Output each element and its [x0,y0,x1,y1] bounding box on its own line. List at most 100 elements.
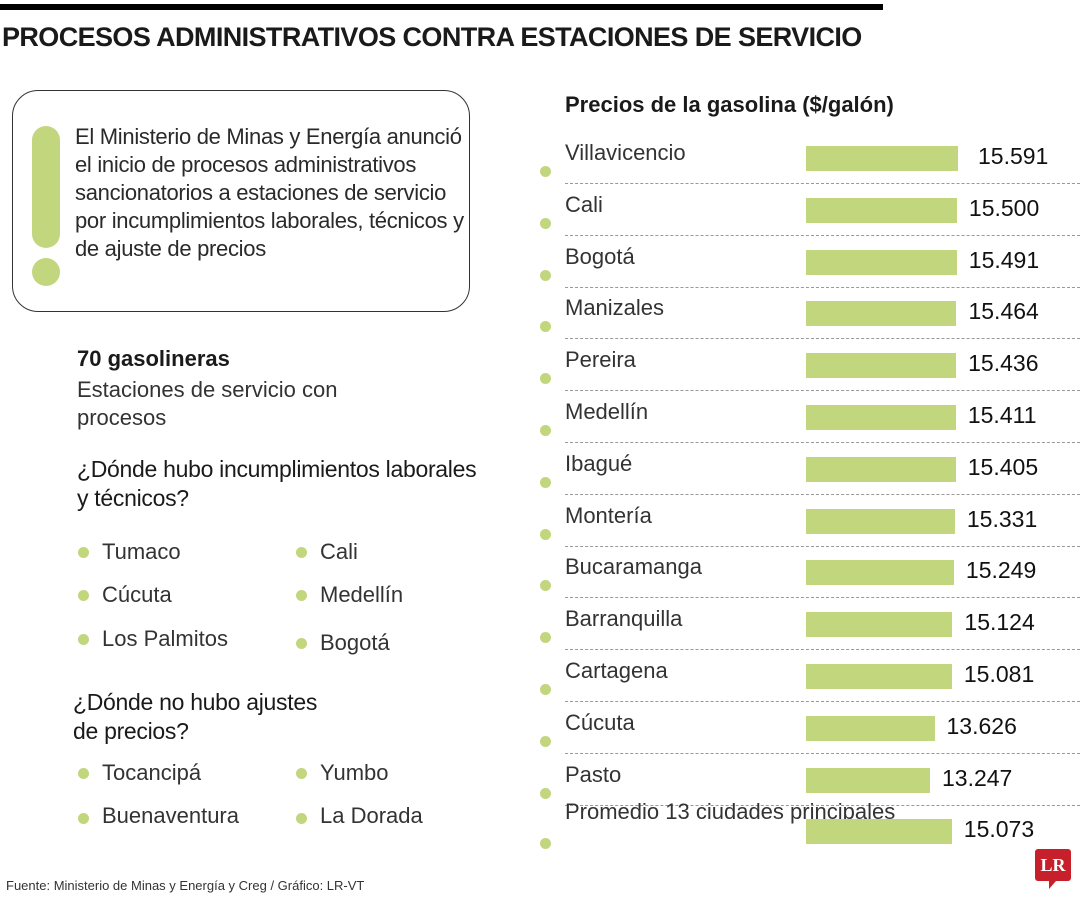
list-item: Buenaventura [102,803,239,828]
bullet-icon [540,838,551,850]
bar-category-label: Medellín [565,399,649,424]
bullet-icon [296,638,307,649]
top-rule [0,4,883,10]
bar-value-label: 15.411 [967,402,1037,428]
bar [806,353,957,379]
chart-row: Cali 15.500 [535,184,1080,236]
bar-category-label: Montería [565,502,652,528]
callout-text: El Ministerio de Minas y Energía anunció… [75,124,464,261]
row-divider [565,545,1080,547]
bar-value-label: 15.464 [968,298,1039,325]
chart-row: Ibagué 15.405 [535,443,1080,495]
bar-value-label: 15.491 [968,246,1040,273]
chart-row: Medellín 15.411 [535,391,1080,443]
row-divider [565,286,1080,288]
chart-row: Montería 15.331 [535,495,1080,547]
bar-value-label: 15.405 [967,453,1039,480]
list-item: Los Palmitos [102,626,228,651]
list-item: La Dorada [320,803,423,828]
lr-logo: LR [1035,849,1071,889]
bar-value-label: 15.591 [978,143,1049,169]
exclamation-icon [32,126,60,248]
list-item: Medellín [320,582,404,607]
bullet-icon [78,768,89,779]
list-item: Cúcuta [102,582,172,607]
bar [806,664,952,689]
row-divider [565,390,1080,392]
bar-category-label: Promedio 13 ciudades principales [565,799,896,825]
row-divider [565,183,1080,184]
bar [806,612,953,638]
bar-category-label: Pereira [565,347,636,373]
chart-row: Cúcuta 13.626 [535,702,1080,754]
chart-row: Bogotá 15.491 [535,236,1080,288]
row-divider [565,804,1080,806]
bullet-icon [540,735,551,747]
bar [806,819,952,845]
bullet-icon [540,425,551,436]
row-divider [565,701,1080,702]
bar-value-label: 15.124 [964,609,1035,636]
bullet-icon [296,768,307,779]
bullet-icon [296,590,307,601]
bar-value-label: 15.249 [965,557,1037,584]
bar-category-label: Pasto [565,761,622,787]
bullet-icon [78,634,89,645]
bar-category-label: Cartagena [565,658,668,683]
chart-row: Villavicencio 15.591 [535,132,1080,184]
chart-row: Barranquilla 15.124 [535,598,1080,650]
list-item: Tocancipá [102,760,202,785]
question-2: ¿Dónde no hubo ajustes de precios? [73,689,318,744]
chart-row: Promedio 13 ciudades principales 15.073 [535,799,1080,857]
exclamation-dot-icon [32,258,60,286]
list-item: Yumbo [320,760,389,785]
list-item: Bogotá [320,630,390,655]
bar [806,715,935,741]
bar-category-label: Barranquilla [565,606,683,632]
bar-category-label: Ibagué [565,450,633,476]
bar-value-label: 15.073 [963,816,1035,843]
bar-category-label: Bucaramanga [565,554,702,580]
bar [806,405,956,430]
row-divider [565,338,1080,340]
bullet-icon [540,580,551,592]
list-item: Tumaco [102,539,181,564]
chart-row: Pereira 15.436 [535,339,1080,391]
bar-value-label: 13.247 [941,764,1013,791]
bullet-icon [540,269,551,281]
bullet-icon [540,217,551,229]
bar [806,146,958,171]
bar-value-label: 15.081 [963,661,1035,687]
bar-category-label: Villavicencio [565,140,686,165]
bar [806,560,954,586]
bar [806,249,957,275]
bar-value-label: 15.500 [968,194,1040,221]
chart-title: Precios de la gasolina ($/galón) [565,92,894,117]
question-1: ¿Dónde hubo incumplimientos laborales y … [77,456,477,511]
bullet-icon [540,632,551,644]
row-divider [565,234,1080,236]
logo-text: LR [1040,855,1066,875]
bar-category-label: Cúcuta [565,709,635,735]
chart-row: Cartagena 15.081 [535,650,1080,702]
bar-category-label: Manizales [565,295,665,321]
chart-row: Manizales 15.464 [535,287,1080,339]
stat-description: Estaciones de servicio con procesos [77,377,338,430]
chart-row: Bucaramanga 15.249 [535,546,1080,598]
bullet-icon [296,547,307,558]
callout-box: El Ministerio de Minas y Energía anunció… [12,90,470,312]
row-divider [565,649,1080,651]
source-note: Fuente: Ministerio de Minas y Energía y … [6,878,365,893]
stat-number: 70 gasolineras [77,346,230,371]
bar [806,767,930,793]
row-divider [565,442,1080,443]
bullet-icon [540,684,551,695]
bar [806,301,957,327]
bullet-icon [540,476,551,488]
page-title: PROCESOS ADMINISTRATIVOS CONTRA ESTACION… [2,22,862,52]
bar-category-label: Bogotá [565,243,635,269]
row-divider [565,752,1080,754]
bullet-icon [540,321,551,333]
bar-value-label: 13.626 [946,712,1017,739]
bar-value-label: 15.436 [968,350,1039,377]
